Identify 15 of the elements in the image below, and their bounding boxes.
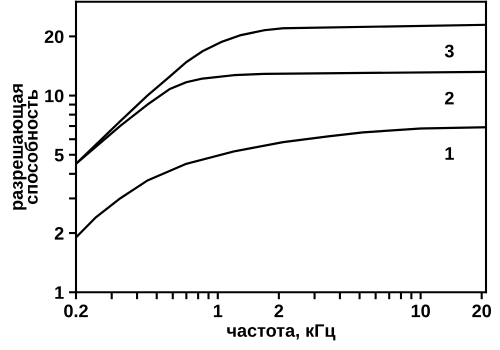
- y-axis-title: разрешающая способность: [12, 84, 38, 210]
- series-label: 3: [444, 44, 454, 58]
- x-axis-title: частота, кГц: [227, 324, 336, 340]
- y-tick-label: 5: [54, 148, 64, 162]
- x-tick-label: 0.2: [64, 304, 88, 318]
- y-tick-label: 10: [45, 90, 64, 102]
- series-label: 1: [446, 147, 454, 160]
- x-tick-label: 1: [214, 304, 222, 318]
- series-label: 2: [445, 92, 454, 104]
- y-tick-label: 2: [54, 226, 64, 240]
- x-tick-label: 10: [412, 304, 430, 318]
- y-tick-label: 1: [55, 286, 64, 299]
- x-tick-label: 2: [274, 304, 284, 318]
- x-tick-label: 20: [472, 304, 492, 318]
- y-tick-label: 20: [44, 30, 64, 44]
